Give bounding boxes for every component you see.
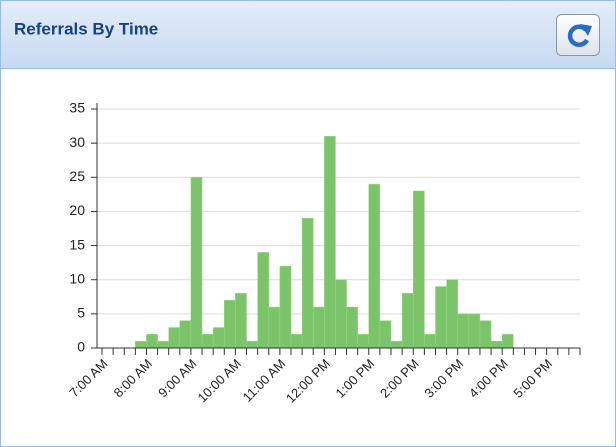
refresh-button[interactable] [556,14,600,56]
bar [179,320,192,349]
bar [379,320,392,349]
bar [501,334,514,349]
bar [246,340,258,349]
bar [401,293,414,349]
y-tick-label: 25 [69,168,85,184]
bar [224,299,236,349]
bar [468,313,481,349]
bar [479,320,492,349]
panel-header [0,0,616,69]
bar [424,334,436,349]
bar [257,252,269,349]
bar [390,340,403,349]
bar [190,177,203,349]
bar [324,136,336,349]
bar [212,327,225,349]
bar [490,340,503,349]
y-tick-label: 20 [69,202,85,218]
bar [301,218,314,349]
bar [268,306,281,349]
bar [446,279,458,349]
bar [201,334,214,349]
bar [457,313,470,349]
bar [413,190,425,349]
bar [357,334,370,349]
bar [368,183,381,349]
bar [279,265,292,349]
bar [312,306,325,349]
panel-title: Referrals By Time [14,19,158,38]
bar [135,340,147,349]
bar [168,327,181,349]
bar [146,334,158,349]
bar [290,334,303,349]
y-tick-label: 0 [77,339,85,355]
y-tick-label: 5 [77,305,85,321]
bar [157,340,169,349]
y-tick-label: 15 [69,236,85,252]
y-tick-label: 35 [69,100,85,116]
y-tick-label: 30 [69,134,85,150]
bar [235,293,247,349]
bar [435,286,447,349]
bar [335,279,347,349]
bar [346,306,358,349]
y-tick-label: 10 [69,270,85,286]
